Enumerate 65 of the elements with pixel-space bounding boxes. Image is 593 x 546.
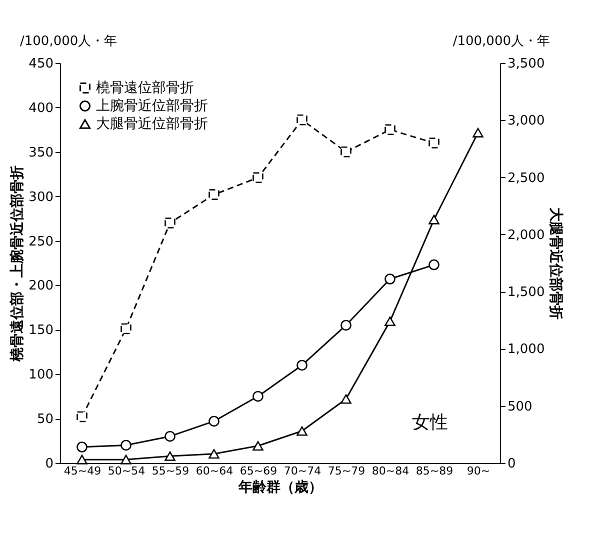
y-tick-label: 450 <box>28 56 54 72</box>
y-tick-label: 200 <box>28 278 54 294</box>
point <box>384 124 396 136</box>
point <box>428 138 440 148</box>
point <box>164 430 176 442</box>
x-tick-label: 45~49 <box>64 464 102 478</box>
point <box>208 416 220 427</box>
point <box>428 214 440 224</box>
y2-tick-label: 500 <box>508 399 532 414</box>
y2-tick-label: 2,000 <box>508 228 545 243</box>
point <box>208 449 220 459</box>
point <box>252 390 264 402</box>
y-tick-label: 100 <box>28 368 54 383</box>
point <box>384 274 396 284</box>
y-tick-label: 0 <box>45 456 54 472</box>
point <box>252 172 264 184</box>
point <box>296 426 308 436</box>
legend-label: 大腿骨近位部骨折 <box>96 116 208 132</box>
y2-tick-label: 3,500 <box>508 56 545 72</box>
point <box>120 440 132 451</box>
legend-label: 橈骨遠位部骨折 <box>96 80 194 96</box>
y2-axis-title: 大腿骨近位部骨折 <box>548 208 565 320</box>
legend-label: 上腕骨近位部骨折 <box>96 98 208 114</box>
x-tick-label: 55~59 <box>152 464 190 478</box>
y2-tick-label: 2,500 <box>508 170 545 186</box>
point <box>120 323 132 334</box>
text: /100,000人・年 <box>452 34 550 49</box>
x-tick-label: 50~54 <box>108 464 146 478</box>
point <box>428 259 440 270</box>
x-tick-label: 75~79 <box>328 464 366 478</box>
point <box>76 454 88 464</box>
point <box>296 360 308 371</box>
point <box>296 114 308 126</box>
y-tick-label: 150 <box>28 323 54 338</box>
point <box>76 442 88 452</box>
point <box>340 394 352 404</box>
y-axis-title: 橈骨遠位部・上腕骨近位部骨折 <box>8 166 26 362</box>
point <box>340 146 352 158</box>
y-tick-label: 400 <box>28 100 54 116</box>
x-tick-label: 80~84 <box>372 464 410 478</box>
y-tick-label: 50 <box>36 412 54 428</box>
point <box>76 411 88 422</box>
x-tick-label: 65~69 <box>240 464 278 478</box>
point <box>472 128 484 138</box>
point <box>384 316 396 326</box>
point <box>164 218 176 228</box>
y2-tick-label: 3,000 <box>508 114 545 129</box>
text: /100,000人・年 <box>20 34 118 49</box>
y-tick-label: 250 <box>28 234 54 250</box>
x-tick-label: 70~74 <box>284 464 322 478</box>
x-tick-label: 85~89 <box>416 464 454 478</box>
point <box>208 189 220 200</box>
x-axis-title: 年齢群（歳） <box>238 480 322 496</box>
y2-tick-label: 0 <box>508 456 516 472</box>
point <box>120 454 132 464</box>
point <box>340 320 352 331</box>
x-tick-label: 90~ <box>466 464 490 478</box>
y2-tick-label: 1,500 <box>508 285 545 300</box>
point <box>164 451 176 461</box>
x-tick-label: 60~64 <box>196 464 234 478</box>
y-tick-label: 300 <box>28 190 54 205</box>
annotation: 女性 <box>412 412 448 433</box>
y-tick-label: 350 <box>28 145 54 160</box>
y2-tick-label: 1,000 <box>508 342 545 358</box>
point <box>252 441 264 451</box>
